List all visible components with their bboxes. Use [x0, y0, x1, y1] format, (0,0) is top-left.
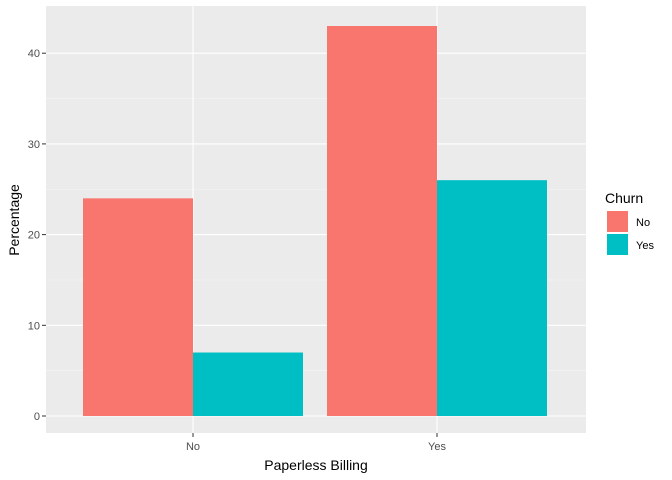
y-tick-label: 30 [28, 139, 40, 151]
legend-title: Churn [605, 190, 643, 206]
bar-yes-yes [437, 180, 547, 416]
bar-no-yes [193, 352, 303, 416]
bars [83, 26, 547, 416]
y-tick-label: 0 [34, 411, 40, 423]
legend-swatch-yes [607, 234, 628, 255]
legend-label: Yes [636, 240, 654, 252]
y-tick-label: 10 [28, 320, 40, 332]
x-axis: No Yes [186, 433, 446, 453]
legend-swatch-no [607, 211, 628, 232]
y-axis-title: Percentage [6, 184, 22, 256]
y-tick-label: 40 [28, 48, 40, 60]
bar-yes-no [327, 26, 437, 416]
x-tick-label: Yes [428, 441, 446, 453]
legend-label: No [636, 217, 650, 229]
bar-no-no [83, 198, 193, 416]
x-tick-label: No [186, 441, 200, 453]
y-axis: 0 10 20 30 40 [28, 48, 46, 423]
x-axis-title: Paperless Billing [264, 457, 368, 473]
legend: Churn No Yes [605, 190, 654, 255]
y-tick-label: 20 [28, 230, 40, 242]
